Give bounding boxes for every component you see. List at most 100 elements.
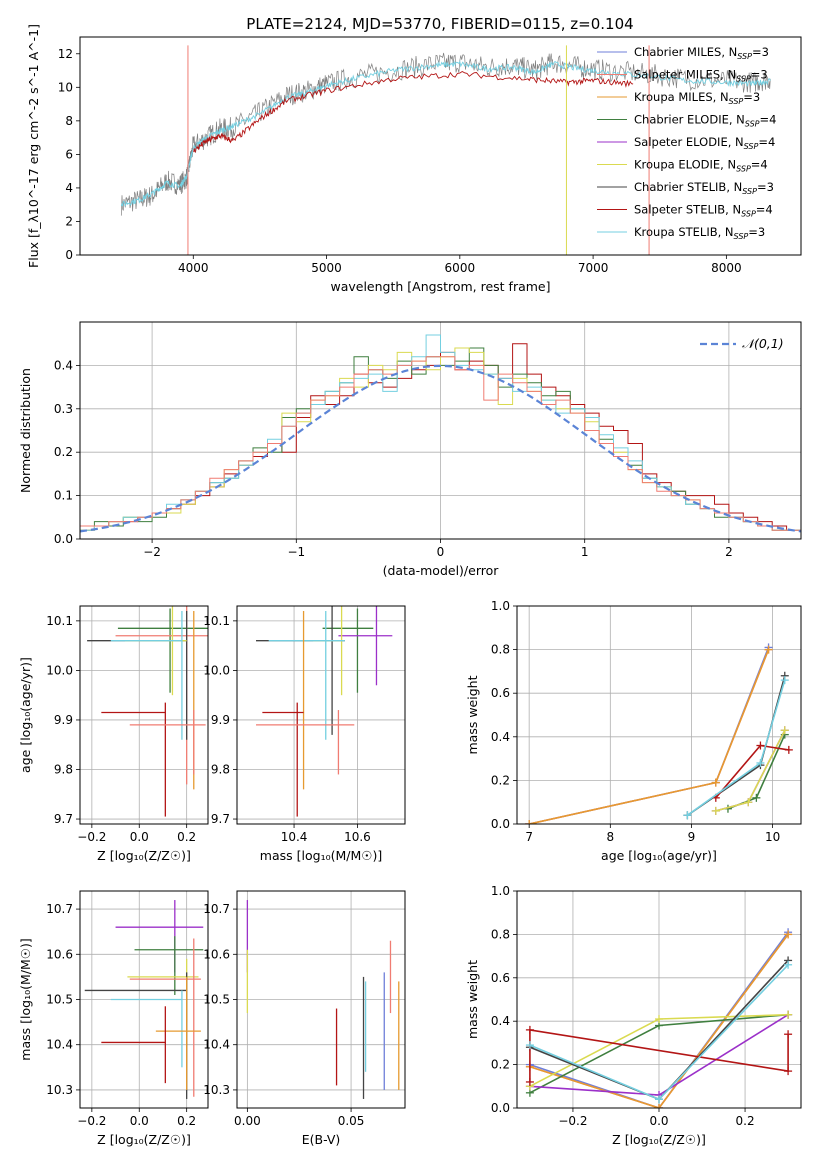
y-tick-label: 0.8 — [491, 927, 510, 941]
x-tick-label: 6000 — [445, 261, 476, 275]
x-tick-label: 0 — [437, 545, 445, 559]
y-tick-label: 10.4 — [46, 1038, 73, 1052]
x-tick-label: 4000 — [178, 261, 209, 275]
y-axis-label: age [log₁₀(age/yr)] — [18, 657, 33, 773]
x-tick-label: 10.6 — [344, 830, 371, 844]
x-tick-label: 1 — [581, 545, 589, 559]
y-tick-label: 10.6 — [46, 947, 73, 961]
y-tick-label: 10.0 — [46, 663, 73, 677]
figure-title: PLATE=2124, MJD=53770, FIBERID=0115, z=0… — [246, 15, 633, 33]
y-tick-label: 0.0 — [54, 532, 73, 546]
y-tick-label: 0.2 — [491, 773, 510, 787]
y-tick-label: 10.7 — [46, 902, 73, 916]
y-tick-label: 10.5 — [203, 993, 230, 1007]
legend-label: 𝒩(0,1) — [742, 336, 784, 351]
plot-area-residuals — [80, 334, 801, 536]
y-tick-label: 9.7 — [54, 812, 73, 826]
legend-label: Chabrier ELODIE, NSSP=4 — [634, 113, 776, 129]
y-tick-label: 0.0 — [491, 1101, 510, 1115]
axes-frame — [79, 605, 209, 825]
legend-label: Kroupa STELIB, NSSP=3 — [634, 225, 765, 241]
x-axis-label: Z [log₁₀(Z/Z☉)] — [97, 848, 191, 863]
x-axis-label: wavelength [Angstrom, rest frame] — [330, 279, 550, 294]
y-tick-label: 10.3 — [203, 1083, 230, 1097]
y-tick-label: 0.4 — [54, 358, 73, 372]
legend-label: Salpeter STELIB, NSSP=4 — [634, 203, 773, 219]
plot-area-age-vs-mass — [256, 606, 393, 817]
y-tick-label: 9.9 — [211, 713, 230, 727]
panel-mass-vs-Z: −0.2 0.0 0.2 10.3 10.4 10.5 10.6 10.7 Z [log₁₀(Z… — [18, 890, 209, 1147]
legend-label: Kroupa ELODIE, NSSP=4 — [634, 158, 768, 174]
y-tick-label: 0.6 — [491, 971, 510, 985]
panel-age-vs-Z: −0.2 0.0 0.2 9.7 9.8 9.9 10.0 10.1 Z [log₁₀(Z/Z☉… — [18, 605, 209, 863]
y-tick-label: 12 — [58, 47, 73, 61]
y-tick-label: 10.1 — [203, 614, 230, 628]
panel-massweight-vs-age: 7 8 9 10 0.0 0.2 0.4 0.6 0.8 1.0 age [log₁₀(age/yr… — [465, 599, 802, 863]
x-tick-label: 0.2 — [177, 830, 196, 844]
y-tick-label: 9.8 — [211, 763, 230, 777]
x-tick-label: 0.2 — [177, 1114, 196, 1128]
weight-line-salpeter-stelib — [529, 1028, 789, 1082]
x-axis-label: Z [log₁₀(Z/Z☉)] — [97, 1132, 191, 1147]
panel-massweight-vs-Z: −0.2 0.0 0.2 0.0 0.2 0.4 0.6 0.8 1.0 Z [log₁₀(Z/Z… — [465, 884, 802, 1147]
x-tick-label: 7 — [525, 830, 533, 844]
y-tick-label: 10.5 — [46, 993, 73, 1007]
plot-area-mass-vs-Z — [84, 900, 204, 1099]
y-tick-label: 8 — [65, 114, 73, 128]
axes-frame — [516, 605, 802, 825]
y-tick-label: 0.6 — [491, 686, 510, 700]
x-tick-label: 0.0 — [130, 1114, 149, 1128]
x-tick-label: 0.00 — [234, 1114, 261, 1128]
y-tick-label: 0.0 — [491, 817, 510, 831]
x-tick-label: 5000 — [311, 261, 342, 275]
y-tick-label: 10.0 — [203, 663, 230, 677]
y-tick-label: 10.3 — [46, 1083, 73, 1097]
y-tick-label: 1.0 — [491, 884, 510, 898]
x-tick-label: 0.2 — [736, 1114, 755, 1128]
x-tick-label: −0.2 — [558, 1114, 587, 1128]
weight-line-chabrier-miles — [529, 931, 789, 1108]
y-tick-label: 0.8 — [491, 643, 510, 657]
plot-area-mass-vs-EBV — [246, 900, 400, 1099]
legend-label: Salpeter MILES, NSSP=3 — [634, 68, 768, 84]
plot-area-massweight-vs-age — [525, 643, 793, 824]
y-axis-label: mass weight — [465, 960, 480, 1039]
legend-label: Salpeter ELODIE, NSSP=4 — [634, 135, 775, 151]
axes-frame — [236, 605, 406, 825]
y-tick-label: 9.9 — [54, 713, 73, 727]
y-axis-label: mass weight — [465, 675, 480, 754]
x-tick-label: 0.0 — [130, 830, 149, 844]
y-tick-label: 0.1 — [54, 489, 73, 503]
x-tick-label: −0.2 — [77, 830, 106, 844]
y-tick-label: 10.7 — [203, 902, 230, 916]
plot-area-massweight-vs-Z — [525, 928, 793, 1108]
legend-label: Kroupa MILES, NSSP=3 — [634, 90, 760, 106]
y-tick-label: 0.2 — [491, 1058, 510, 1072]
x-tick-label: 9 — [688, 830, 696, 844]
x-tick-label: 0.05 — [338, 1114, 365, 1128]
y-tick-label: 10.4 — [203, 1038, 230, 1052]
x-tick-label: 7000 — [578, 261, 609, 275]
y-tick-label: 0 — [65, 248, 73, 262]
y-tick-label: 4 — [65, 181, 73, 195]
y-tick-label: 0.4 — [491, 1014, 510, 1028]
x-axis-label: Z [log₁₀(Z/Z☉)] — [612, 1132, 706, 1147]
legend-label: Chabrier STELIB, NSSP=3 — [634, 180, 774, 196]
y-tick-label: 0.2 — [54, 445, 73, 459]
y-tick-label: 0.4 — [491, 730, 510, 744]
y-tick-label: 6 — [65, 147, 73, 161]
gaussian-reference-curve — [80, 364, 801, 533]
y-tick-label: 1.0 — [491, 599, 510, 613]
panels: 4000 5000 6000 7000 8000024681012wavelength … — [18, 24, 802, 1147]
panel-mass-vs-EBV: 0.00 0.05 10.3 10.4 10.5 10.6 10.7 E(B-V) — [203, 890, 406, 1147]
panel-age-vs-mass: 10.4 10.6 9.7 9.8 9.9 10.0 10.1 mass [log₁₀(M/M… — [203, 605, 406, 863]
y-tick-label: 0.3 — [54, 402, 73, 416]
y-tick-label: 2 — [65, 214, 73, 228]
x-tick-label: 2 — [725, 545, 733, 559]
x-tick-label: −2 — [143, 545, 161, 559]
x-axis-label: mass [log₁₀(M/M☉)] — [260, 848, 382, 863]
x-tick-label: 8 — [606, 830, 614, 844]
y-tick-label: 10.6 — [203, 947, 230, 961]
